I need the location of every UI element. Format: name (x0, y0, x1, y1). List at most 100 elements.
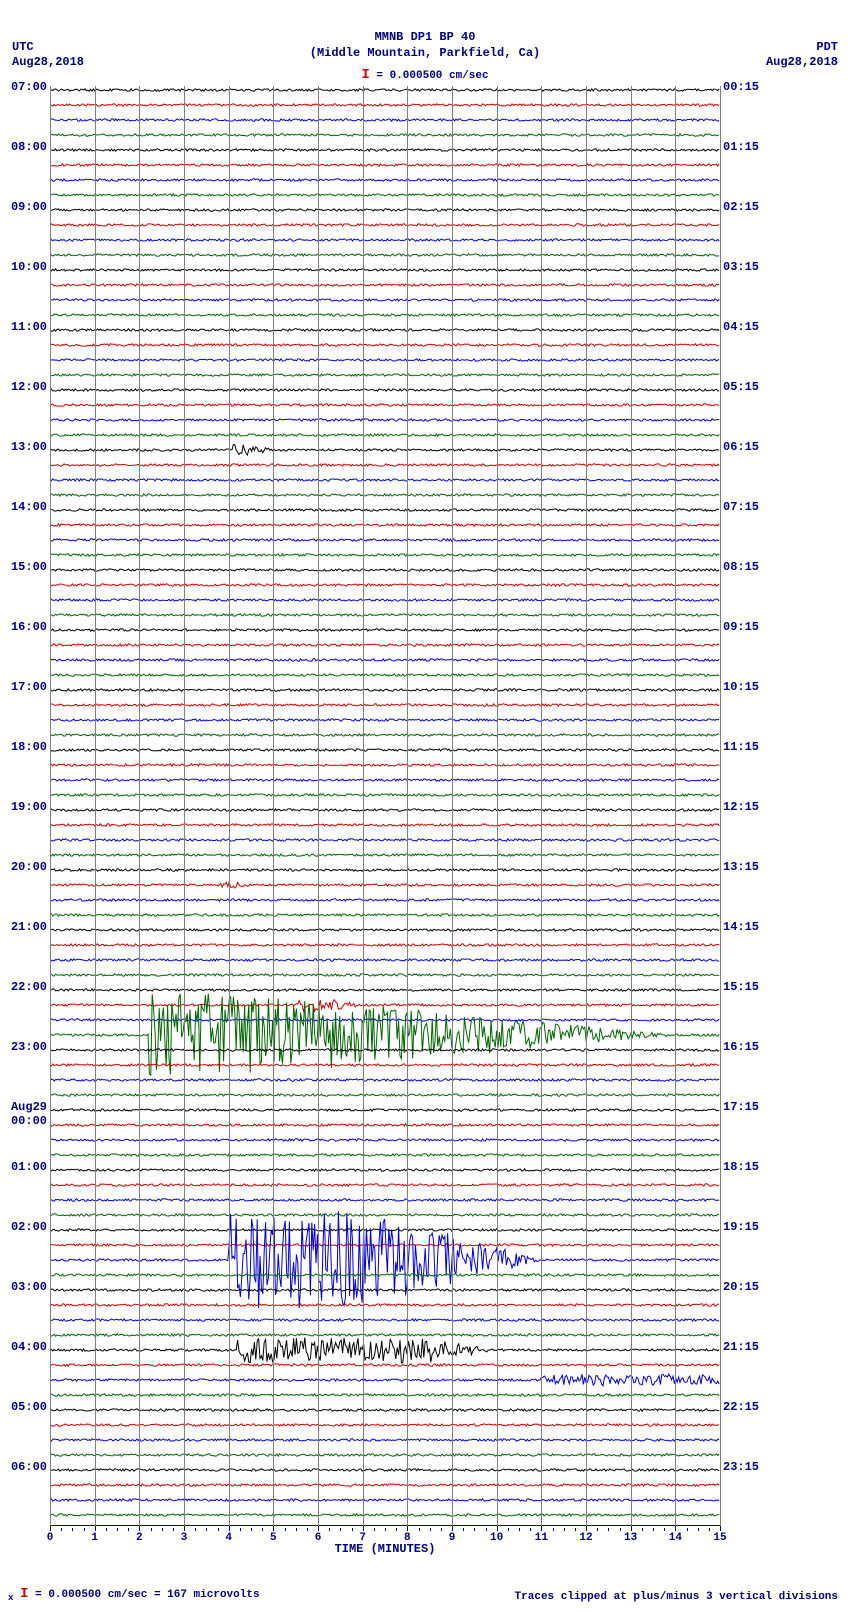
seismic-trace (50, 1274, 719, 1276)
seismic-trace (50, 882, 719, 888)
pdt-hour-label: 02:15 (723, 200, 765, 214)
gridline-v (363, 86, 364, 1526)
seismic-trace (50, 374, 719, 376)
pdt-hour-label: 03:15 (723, 260, 765, 274)
seismic-trace (50, 1019, 719, 1021)
seismic-trace (50, 1139, 719, 1141)
seismic-trace (50, 854, 719, 856)
x-tick-label: 5 (270, 1532, 277, 1544)
seismic-trace (50, 869, 719, 871)
seismic-trace (50, 1439, 719, 1441)
seismic-trace (50, 629, 719, 631)
seismic-trace (50, 494, 719, 496)
seismic-trace (50, 704, 719, 706)
seismic-trace (50, 434, 719, 436)
seismic-trace (50, 1211, 719, 1308)
seismic-trace (50, 1049, 719, 1051)
x-tick-label: 12 (579, 1532, 592, 1544)
pdt-hour-label: 18:15 (723, 1160, 765, 1174)
seismic-trace (50, 1094, 719, 1096)
seismic-trace (50, 404, 719, 406)
utc-hour-label: 03:00 (5, 1280, 47, 1294)
gridline-v (452, 86, 453, 1526)
utc-hour-label: 13:00 (5, 440, 47, 454)
seismic-trace (50, 569, 719, 571)
seismic-trace (50, 944, 719, 946)
seismic-trace (50, 329, 719, 331)
seismic-trace (50, 1514, 719, 1516)
seismogram-container: MMNB DP1 BP 40 (Middle Mountain, Parkfie… (0, 0, 850, 1613)
seismic-trace (50, 254, 719, 256)
seismic-trace (50, 149, 719, 151)
seismic-trace (50, 809, 719, 811)
utc-hour-label: 21:00 (5, 920, 47, 934)
x-tick-label: 4 (225, 1532, 232, 1544)
seismic-trace (50, 104, 719, 106)
seismic-trace (50, 839, 719, 841)
utc-hour-label: Aug2900:00 (5, 1100, 47, 1128)
seismic-trace (50, 524, 719, 526)
seismic-trace (50, 1169, 719, 1171)
seismic-trace (50, 614, 719, 616)
pdt-date: Aug28,2018 (766, 55, 838, 69)
utc-hour-label: 15:00 (5, 560, 47, 574)
seismic-trace (50, 479, 719, 481)
x-axis-label: TIME (MINUTES) (50, 1542, 720, 1556)
footer-right: Traces clipped at plus/minus 3 vertical … (515, 1591, 838, 1603)
gridline-v (95, 86, 96, 1526)
pdt-hour-label: 15:15 (723, 980, 765, 994)
seismic-trace (50, 344, 719, 346)
utc-hour-label: 01:00 (5, 1160, 47, 1174)
seismic-trace (50, 779, 719, 781)
pdt-hour-label: 13:15 (723, 860, 765, 874)
scale-bar-icon: I (20, 1586, 28, 1602)
gridline-v (50, 86, 51, 1526)
utc-hour-label: 11:00 (5, 320, 47, 334)
x-tick-label: 10 (490, 1532, 503, 1544)
plot-area: TIME (MINUTES) 012345678910111213141507:… (50, 86, 720, 1526)
seismic-trace (50, 974, 719, 976)
seismic-trace (50, 194, 719, 196)
seismic-trace (50, 269, 719, 271)
utc-hour-label: 23:00 (5, 1040, 47, 1054)
gridline-v (675, 86, 676, 1526)
seismic-trace (50, 764, 719, 766)
gridline-v (407, 86, 408, 1526)
title-line1: MMNB DP1 BP 40 (0, 30, 850, 46)
seismic-trace (50, 389, 719, 391)
utc-hour-label: 02:00 (5, 1220, 47, 1234)
seismic-trace (50, 1000, 719, 1012)
pdt-hour-label: 12:15 (723, 800, 765, 814)
seismic-trace (50, 899, 719, 901)
seismic-trace (50, 674, 719, 676)
seismic-trace (50, 989, 719, 991)
gridline-v (586, 86, 587, 1526)
seismic-trace (50, 1244, 719, 1246)
utc-hour-label: 07:00 (5, 80, 47, 94)
pdt-hour-label: 11:15 (723, 740, 765, 754)
seismic-trace (50, 1394, 719, 1396)
pdt-hour-label: 21:15 (723, 1340, 765, 1354)
x-tick-label: 1 (91, 1532, 98, 1544)
gridline-v (541, 86, 542, 1526)
seismic-trace (50, 509, 719, 511)
utc-hour-label: 14:00 (5, 500, 47, 514)
seismic-trace (50, 1184, 719, 1186)
utc-hour-label: 04:00 (5, 1340, 47, 1354)
utc-hour-label: 12:00 (5, 380, 47, 394)
pdt-hour-label: 08:15 (723, 560, 765, 574)
x-tick-label: 8 (404, 1532, 411, 1544)
x-tick-label: 13 (624, 1532, 637, 1544)
seismic-trace (50, 644, 719, 646)
seismic-trace (50, 1484, 719, 1486)
seismic-trace (50, 179, 719, 181)
seismic-trace (50, 224, 719, 226)
seismic-trace (50, 1079, 719, 1081)
utc-hour-label: 09:00 (5, 200, 47, 214)
x-tick-label: 11 (535, 1532, 548, 1544)
seismic-trace (50, 1454, 719, 1456)
x-tick-label: 14 (669, 1532, 682, 1544)
seismic-trace (50, 119, 719, 121)
pdt-hour-label: 23:15 (723, 1460, 765, 1474)
gridline-v (720, 86, 721, 1526)
